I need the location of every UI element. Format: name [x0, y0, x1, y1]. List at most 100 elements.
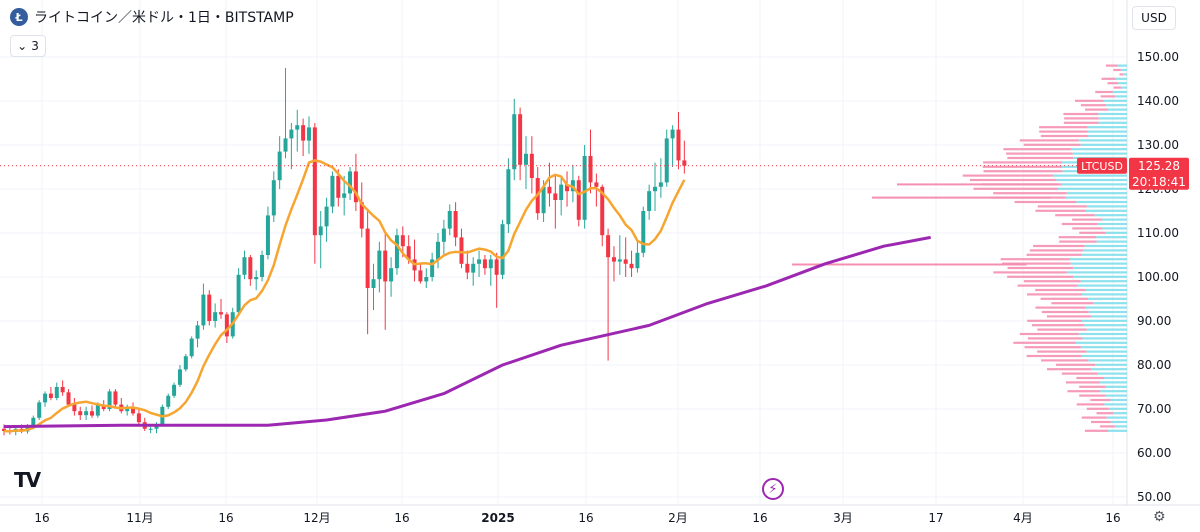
- countdown-label: 20:18:41: [1132, 175, 1186, 189]
- x-tick-label: 12月: [303, 511, 330, 525]
- candle-body: [125, 406, 130, 412]
- volume-profile-bar-down: [1119, 73, 1124, 76]
- candle-body: [447, 211, 452, 229]
- volume-profile-bar-down: [1003, 148, 1072, 151]
- volume-profile-bar-down: [1040, 297, 1089, 300]
- volume-profile-bar-down: [1080, 104, 1107, 107]
- candle-body: [541, 186, 546, 214]
- tradingview-logo-icon[interactable]: TV: [14, 468, 41, 492]
- candle-body: [635, 252, 640, 269]
- volume-profile-bar-up: [1104, 376, 1127, 380]
- volume-profile-bar-up: [1087, 126, 1127, 129]
- candle-body: [295, 125, 300, 130]
- candle-body: [289, 129, 294, 139]
- volume-profile-bar-down: [1006, 152, 1073, 155]
- candle-body: [219, 312, 224, 315]
- candle-body: [400, 235, 405, 247]
- candle-body: [518, 114, 523, 165]
- symbol-label-bg: [1077, 157, 1127, 174]
- candle-body: [131, 406, 136, 414]
- volume-profile-bar-down: [1000, 258, 1071, 261]
- volume-profile-bar-down: [1039, 130, 1088, 133]
- volume-profile-bar-up: [1071, 148, 1127, 151]
- candle-body: [136, 413, 141, 423]
- volume-profile-bar-down: [1007, 275, 1074, 278]
- volume-profile-bar-down: [1100, 425, 1115, 428]
- volume-profile-bar-up: [1105, 385, 1127, 388]
- volume-profile-bar-down: [1076, 403, 1105, 406]
- volume-profile-bar-down: [1081, 416, 1107, 419]
- volume-profile-bar-down: [1039, 126, 1088, 129]
- candle-body: [95, 404, 100, 416]
- candle-body: [629, 263, 634, 269]
- symbol-title[interactable]: ライトコイン／米ドル・1日・BITSTAMP: [34, 10, 294, 26]
- volume-profile-bar-down: [1107, 82, 1119, 85]
- volume-profile-bar-up: [1092, 302, 1127, 305]
- volume-profile-bar-up: [1090, 315, 1127, 318]
- volume-profile-bar-down: [1067, 390, 1101, 393]
- candle-body: [236, 274, 241, 313]
- volume-profile-bar-up: [1118, 82, 1127, 85]
- candle-body: [565, 184, 570, 192]
- volume-profile-bar-up: [1076, 200, 1127, 204]
- volume-profile-bar-up: [1080, 346, 1127, 349]
- volume-profile-bar-down: [1072, 218, 1103, 221]
- volume-profile-bar-up: [1073, 266, 1127, 270]
- candle-body: [312, 127, 317, 236]
- candle-body: [482, 259, 487, 269]
- volume-profile-bar-down: [973, 187, 1058, 190]
- candle-body: [301, 125, 306, 141]
- volume-profile-bar-up: [1066, 192, 1127, 195]
- candle-body: [365, 228, 370, 288]
- candle-body: [172, 384, 177, 396]
- candle-body: [330, 175, 335, 207]
- volume-profile-bar-up: [1097, 372, 1127, 375]
- candle-body: [506, 169, 511, 225]
- indicator-legend-toggle[interactable]: ⌄ 3: [10, 35, 46, 57]
- price-label: 125.28: [1138, 159, 1180, 173]
- candle-body: [664, 138, 669, 183]
- candle-body: [54, 387, 59, 398]
- candle-body: [500, 224, 505, 275]
- volume-profile-bar-up: [1082, 293, 1127, 296]
- candle-body: [254, 277, 259, 280]
- volume-profile-spike: [872, 196, 1051, 199]
- volume-profile-bar-down: [1046, 368, 1091, 371]
- volume-profile-bar-down: [1095, 90, 1113, 94]
- candle-body: [213, 312, 218, 321]
- volume-profile-bar-up: [1105, 231, 1127, 234]
- volume-profile-bar-up: [1095, 363, 1127, 366]
- volume-profile-bar-down: [1041, 359, 1089, 362]
- candle-body: [576, 180, 581, 220]
- currency-selector[interactable]: USD: [1132, 6, 1176, 30]
- volume-profile-bar-up: [1105, 394, 1127, 397]
- candle-body: [494, 259, 499, 275]
- volume-profile-bar-up: [1078, 332, 1127, 336]
- x-tick-label: 17: [928, 511, 943, 525]
- volume-profile-bar-down: [1063, 112, 1099, 116]
- volume-profile-bar-down: [1105, 64, 1118, 67]
- volume-profile-bar-up: [1080, 143, 1127, 146]
- volume-profile-bar-up: [1117, 64, 1127, 67]
- volume-profile-bar-up: [1057, 187, 1127, 190]
- volume-profile-bar-up: [1070, 262, 1127, 265]
- gear-icon[interactable]: ⚙: [1153, 509, 1166, 525]
- candle-body: [248, 257, 253, 280]
- candle-body: [623, 259, 628, 264]
- volume-profile-bar-down: [1086, 407, 1109, 410]
- candle-body: [377, 250, 382, 280]
- volume-profile-bar-down: [1031, 324, 1085, 327]
- lightning-icon[interactable]: ⚡: [762, 478, 784, 500]
- volume-profile-bar-up: [1075, 341, 1127, 344]
- volume-profile-bar-up: [1110, 398, 1127, 402]
- y-tick-label: 150.00: [1137, 50, 1179, 64]
- volume-profile-bar-up: [1123, 73, 1127, 76]
- candle-body: [60, 387, 65, 393]
- volume-profile-bar-down: [1013, 341, 1076, 344]
- volume-profile-bar-up: [1097, 222, 1127, 226]
- volume-profile-bar-down: [1061, 222, 1098, 226]
- x-tick-label: 3月: [833, 511, 853, 525]
- x-tick-label: 16: [394, 511, 409, 525]
- y-tick-label: 80.00: [1137, 358, 1171, 372]
